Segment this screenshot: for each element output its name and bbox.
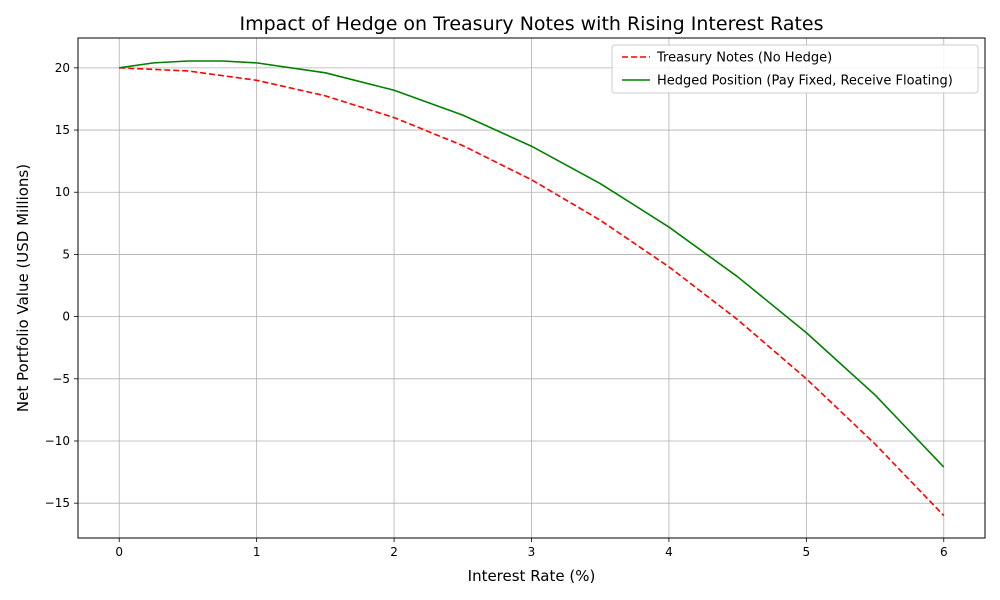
y-tick-label: 20: [55, 61, 70, 75]
y-tick-label: −5: [52, 372, 70, 386]
legend-entry-label: Treasury Notes (No Hedge): [656, 51, 832, 66]
legend: Treasury Notes (No Hedge) Hedged Position…: [611, 44, 979, 94]
x-tick-label: 5: [803, 545, 811, 559]
x-tick-label: 3: [528, 545, 536, 559]
axis-ticks: 0 1 2 3 4 5 6 −15 −10 −5 0 5 10 15 20: [45, 61, 948, 559]
x-tick-label: 6: [940, 545, 948, 559]
series-line-1: [119, 67, 945, 517]
grid-lines: [78, 38, 985, 538]
x-tick-label: 1: [253, 545, 261, 559]
x-tick-label: 4: [665, 545, 673, 559]
y-tick-label: −10: [45, 434, 70, 448]
series-lines: [119, 60, 945, 517]
x-axis-label: Interest Rate (%): [468, 567, 596, 585]
y-tick-label: 10: [55, 185, 70, 199]
legend-box: [611, 44, 979, 94]
series-line-2: [119, 60, 945, 468]
y-tick-label: −15: [45, 496, 70, 510]
legend-entry-label: Hedged Position (Pay Fixed, Receive Floa…: [657, 74, 953, 89]
y-tick-label: 15: [55, 123, 70, 137]
y-tick-label: 5: [62, 247, 70, 261]
x-tick-label: 2: [390, 545, 398, 559]
chart-title: Impact of Hedge on Treasury Notes with R…: [240, 13, 824, 35]
x-tick-label: 0: [115, 545, 123, 559]
y-axis-label: Net Portfolio Value (USD Millions): [14, 164, 32, 412]
y-tick-label: 0: [62, 310, 70, 324]
